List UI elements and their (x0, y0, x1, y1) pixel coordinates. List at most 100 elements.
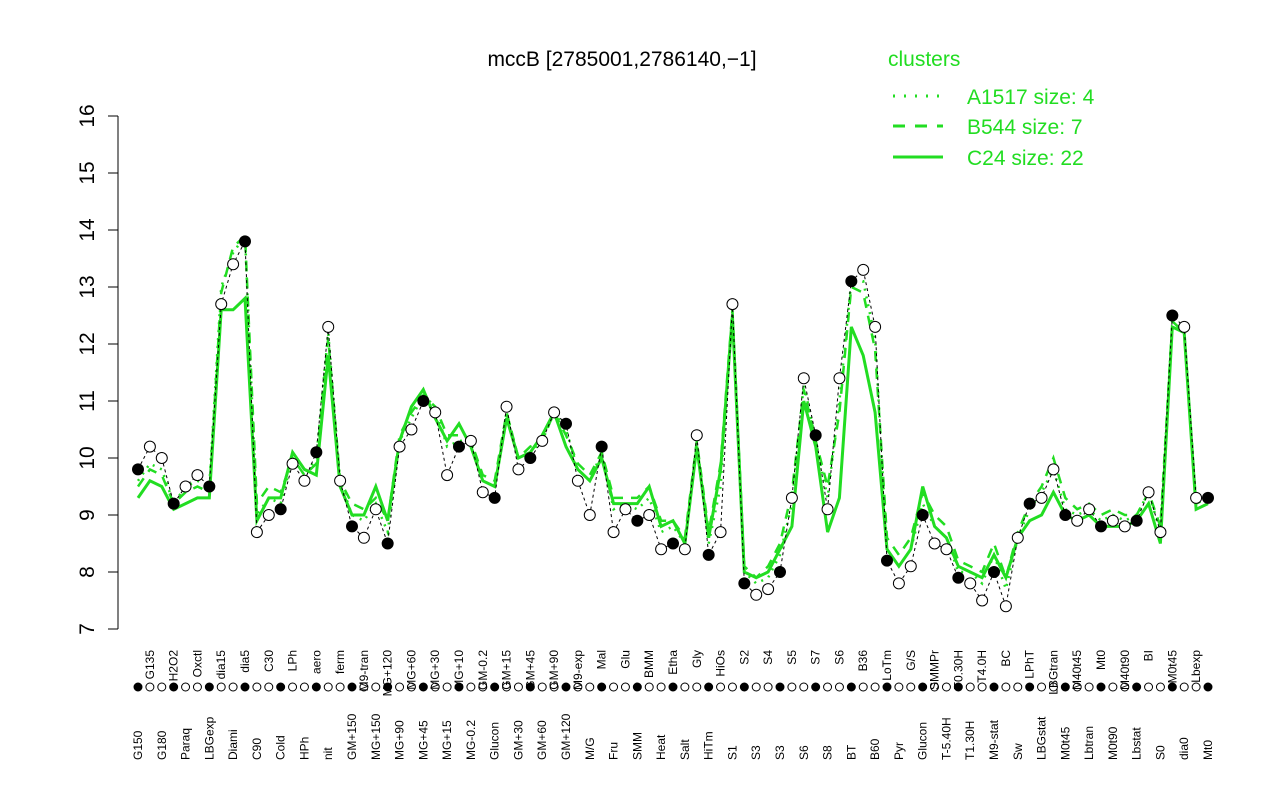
rug-point (620, 682, 630, 692)
rug-point (787, 682, 797, 692)
rug-point (882, 682, 892, 692)
data-point (916, 509, 929, 521)
rug-point (1001, 682, 1011, 692)
x-tick-label: G/S (904, 650, 918, 671)
x-tick-label: C30 (262, 650, 276, 672)
data-point (631, 514, 644, 527)
data-point (262, 509, 275, 521)
x-tick-label: BC (999, 650, 1013, 667)
rug-point (288, 682, 298, 692)
rug-point (858, 682, 868, 692)
y-tick-label: 14 (76, 218, 99, 242)
rug-point (406, 682, 416, 692)
rug-point (264, 682, 274, 692)
rug-point (977, 682, 987, 692)
rug-point (502, 682, 512, 692)
data-points (132, 235, 1214, 692)
data-point (215, 298, 228, 311)
x-tick-label: T-5.40H (939, 717, 953, 760)
rug-point (1203, 682, 1213, 692)
x-tick-label: H2O2 (167, 650, 181, 682)
x-tick-label: GM+60 (535, 720, 549, 760)
data-point (286, 457, 299, 470)
points-connector (137, 239, 1208, 609)
rug-point (585, 682, 595, 692)
data-point (1071, 514, 1084, 527)
rug-point (454, 682, 464, 692)
x-tick-label: Paraq (179, 728, 193, 760)
rug-point (953, 682, 963, 692)
data-point (988, 566, 1000, 578)
x-tick-label: M0t90 (1106, 726, 1120, 760)
x-tick-label: GM+90 (547, 650, 561, 690)
data-point (1130, 514, 1143, 527)
x-tick-label: Heat (654, 734, 668, 760)
data-point (441, 469, 454, 482)
x-tick-label: MG+90 (393, 720, 407, 760)
data-point (322, 320, 335, 333)
series-line-c24 (136, 295, 1209, 582)
data-point (797, 372, 810, 385)
data-point (239, 235, 251, 248)
x-tick-label: MG+10 (452, 650, 466, 690)
rug-point (418, 682, 428, 692)
data-point (845, 275, 858, 288)
data-point (464, 434, 477, 447)
data-point (964, 577, 977, 590)
data-point (298, 474, 311, 487)
data-point (655, 543, 668, 556)
data-point (881, 554, 893, 567)
x-tick-label: Lbstat (1130, 727, 1144, 760)
rug-point (811, 682, 821, 692)
rug-point (466, 682, 476, 692)
legend-title: clusters (888, 48, 960, 71)
x-tick-label: MG-0.2 (464, 720, 478, 760)
data-point (476, 486, 489, 499)
series-lines (136, 231, 1209, 594)
rug-point (1084, 682, 1094, 692)
data-point (1047, 463, 1060, 476)
rug-point (704, 682, 714, 692)
data-point (560, 417, 572, 430)
data-point (1083, 503, 1096, 516)
legend: clusters A1517 size: 4 B544 size: 7 C24 … (888, 48, 1095, 170)
y-tick-label: 7 (76, 623, 99, 635)
data-point (750, 588, 763, 601)
y-tick-label: 13 (76, 275, 99, 298)
rug-point (644, 682, 654, 692)
data-point (429, 406, 442, 419)
rug-point (739, 682, 749, 692)
x-tick-label: M0t45 (1165, 650, 1179, 684)
rug-point (941, 682, 951, 692)
data-point (393, 440, 406, 453)
rug-point (930, 682, 940, 692)
x-tick-label: BI (1142, 650, 1156, 661)
data-point (167, 497, 180, 510)
x-tick-label: nit (321, 747, 335, 760)
data-point (346, 520, 358, 533)
data-point (809, 429, 822, 442)
x-tick-label: M9-exp (571, 650, 585, 690)
x-tick-label: Salt (678, 739, 692, 760)
rug-point (549, 682, 559, 692)
x-tick-label: LPh (286, 650, 300, 671)
rug-point (1144, 682, 1154, 692)
x-tick-label: Diami (226, 729, 240, 760)
x-tick-label: S1 (725, 745, 739, 760)
data-point (155, 452, 168, 464)
rug-point (1013, 682, 1023, 692)
x-tick-label: SMM (630, 732, 644, 760)
x-tick-label: dia0 (1177, 737, 1191, 760)
data-point (1095, 520, 1107, 533)
x-tick-label: HPh (297, 737, 311, 760)
rug-point (763, 682, 773, 692)
rug-point (846, 682, 856, 692)
rug-point (513, 682, 523, 692)
x-tick-label: G150 (131, 730, 145, 760)
x-tick-label: LPhT (1023, 649, 1037, 678)
x-tick-label: Etha (666, 650, 680, 675)
data-point (274, 503, 287, 516)
data-point (417, 395, 430, 407)
data-point (833, 372, 846, 385)
